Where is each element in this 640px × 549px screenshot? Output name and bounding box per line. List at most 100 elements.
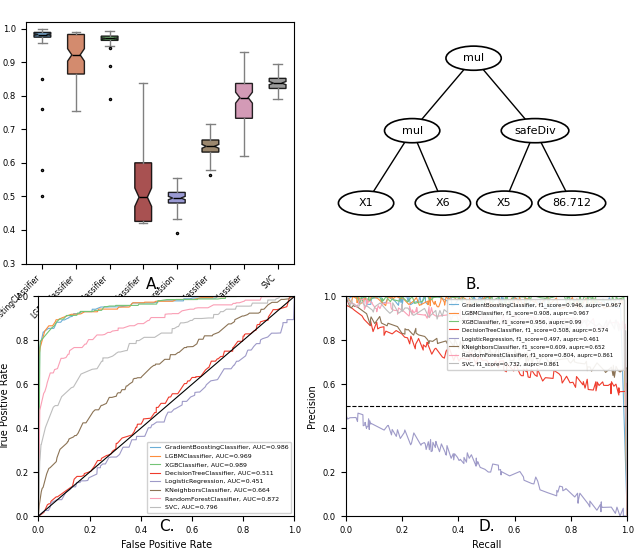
Line: LGBMClassifier, f1_score=0.908, auprc=0.967: LGBMClassifier, f1_score=0.908, auprc=0.…: [346, 296, 627, 516]
LGBMClassifier, AUC=0.969: [279, 293, 287, 300]
DecisionTreeClassifier, AUC=0.511: [291, 293, 298, 300]
Text: X1: X1: [359, 198, 373, 208]
GradientBoostingClassifier, f1_score=0.946, auprc=0.967: [510, 294, 518, 300]
DecisionTreeClassifier, f1_score=0.508, auprc=0.574: [616, 389, 623, 395]
GradientBoostingClassifier, f1_score=0.946, auprc=0.967: [599, 296, 607, 302]
LGBMClassifier, f1_score=0.908, auprc=0.967: [617, 300, 625, 307]
Line: LogisticRegression, AUC=0.451: LogisticRegression, AUC=0.451: [38, 296, 294, 516]
X-axis label: Classifier: Classifier: [138, 357, 182, 368]
RandomForestClassifier, f1_score=0.804, auprc=0.861: [616, 327, 624, 333]
XGBClassifier, AUC=0.989: [276, 293, 284, 300]
DecisionTreeClassifier, AUC=0.511: [211, 358, 219, 365]
RandomForestClassifier, AUC=0.872: [35, 513, 42, 519]
DecisionTreeClassifier, f1_score=0.508, auprc=0.574: [444, 356, 452, 362]
PathPatch shape: [202, 140, 219, 152]
DecisionTreeClassifier, f1_score=0.508, auprc=0.574: [623, 513, 631, 519]
Line: SVC, AUC=0.796: SVC, AUC=0.796: [38, 296, 294, 516]
KNeighborsClassifier, f1_score=0.609, auprc=0.652: [614, 367, 622, 374]
PathPatch shape: [236, 83, 252, 118]
LGBMClassifier, AUC=0.969: [168, 298, 176, 305]
RandomForestClassifier, AUC=0.872: [271, 293, 278, 300]
GradientBoostingClassifier, f1_score=0.946, auprc=0.967: [623, 513, 631, 519]
Line: KNeighborsClassifier, AUC=0.664: KNeighborsClassifier, AUC=0.664: [38, 296, 294, 516]
XGBClassifier, AUC=0.989: [109, 302, 116, 309]
PathPatch shape: [68, 35, 84, 74]
Text: B.: B.: [466, 277, 481, 292]
DecisionTreeClassifier, f1_score=0.508, auprc=0.574: [610, 383, 618, 389]
SVC, AUC=0.796: [132, 337, 140, 344]
LogisticRegression, AUC=0.451: [35, 513, 42, 519]
LogisticRegression, f1_score=0.497, auprc=0.461: [354, 410, 362, 417]
LGBMClassifier, f1_score=0.908, auprc=0.967: [342, 297, 349, 304]
PathPatch shape: [34, 32, 51, 37]
SVC, f1_score=0.732, auprc=0.861: [615, 321, 623, 327]
Ellipse shape: [501, 119, 569, 143]
Text: safeDiv: safeDiv: [514, 126, 556, 136]
XGBClassifier, AUC=0.989: [233, 293, 241, 300]
Text: X6: X6: [436, 198, 450, 208]
LogisticRegression, AUC=0.451: [291, 293, 298, 300]
RandomForestClassifier, AUC=0.872: [291, 293, 298, 300]
GradientBoostingClassifier, AUC=0.986: [291, 293, 298, 300]
KNeighborsClassifier, f1_score=0.609, auprc=0.652: [623, 513, 631, 519]
XGBClassifier, AUC=0.989: [291, 293, 298, 300]
KNeighborsClassifier, AUC=0.664: [95, 406, 102, 413]
DecisionTreeClassifier, f1_score=0.508, auprc=0.574: [419, 341, 427, 348]
Line: DecisionTreeClassifier, AUC=0.511: DecisionTreeClassifier, AUC=0.511: [38, 296, 294, 516]
DecisionTreeClassifier, AUC=0.511: [104, 452, 111, 458]
X-axis label: Recall: Recall: [472, 540, 501, 549]
Line: DecisionTreeClassifier, f1_score=0.508, auprc=0.574: DecisionTreeClassifier, f1_score=0.508, …: [346, 296, 627, 516]
LogisticRegression, f1_score=0.497, auprc=0.461: [408, 440, 415, 446]
Line: LogisticRegression, f1_score=0.497, auprc=0.461: LogisticRegression, f1_score=0.497, aupr…: [346, 413, 627, 516]
RandomForestClassifier, AUC=0.872: [168, 310, 176, 317]
GradientBoostingClassifier, f1_score=0.946, auprc=0.967: [428, 293, 436, 300]
SVC, AUC=0.796: [272, 295, 280, 302]
GradientBoostingClassifier, AUC=0.986: [193, 295, 200, 301]
GradientBoostingClassifier, AUC=0.986: [115, 304, 123, 310]
KNeighborsClassifier, AUC=0.664: [35, 513, 42, 519]
GradientBoostingClassifier, f1_score=0.946, auprc=0.967: [494, 304, 502, 311]
DecisionTreeClassifier, f1_score=0.508, auprc=0.574: [342, 293, 349, 300]
RandomForestClassifier, f1_score=0.804, auprc=0.861: [413, 304, 420, 311]
XGBClassifier, AUC=0.989: [35, 513, 42, 519]
DecisionTreeClassifier, AUC=0.511: [130, 429, 138, 435]
Line: SVC, f1_score=0.732, auprc=0.861: SVC, f1_score=0.732, auprc=0.861: [346, 296, 627, 516]
DecisionTreeClassifier, f1_score=0.508, auprc=0.574: [526, 374, 534, 381]
RandomForestClassifier, f1_score=0.804, auprc=0.861: [512, 318, 520, 325]
DecisionTreeClassifier, AUC=0.511: [35, 513, 42, 519]
GradientBoostingClassifier, AUC=0.986: [276, 293, 284, 300]
LogisticRegression, AUC=0.451: [119, 444, 127, 451]
XGBClassifier, f1_score=0.956, auprc=0.99: [608, 296, 616, 303]
RandomForestClassifier, AUC=0.872: [109, 328, 116, 334]
Line: GradientBoostingClassifier, f1_score=0.946, auprc=0.967: GradientBoostingClassifier, f1_score=0.9…: [346, 296, 627, 516]
Ellipse shape: [446, 46, 501, 70]
Legend: GradientBoostingClassifier, AUC=0.986, LGBMClassifier, AUC=0.969, XGBClassifier,: GradientBoostingClassifier, AUC=0.986, L…: [147, 442, 291, 513]
SVC, AUC=0.796: [276, 293, 284, 300]
LogisticRegression, f1_score=0.497, auprc=0.461: [598, 504, 606, 511]
Line: XGBClassifier, AUC=0.989: XGBClassifier, AUC=0.989: [38, 296, 294, 516]
LogisticRegression, AUC=0.451: [279, 322, 287, 328]
Ellipse shape: [477, 191, 532, 215]
GradientBoostingClassifier, f1_score=0.946, auprc=0.967: [616, 305, 623, 312]
SVC, AUC=0.796: [115, 349, 122, 355]
KNeighborsClassifier, f1_score=0.609, auprc=0.652: [515, 357, 523, 363]
GradientBoostingClassifier, f1_score=0.946, auprc=0.967: [342, 297, 349, 304]
GradientBoostingClassifier, f1_score=0.946, auprc=0.967: [406, 301, 414, 308]
XGBClassifier, f1_score=0.956, auprc=0.99: [504, 296, 511, 302]
SVC, AUC=0.796: [191, 315, 198, 322]
Ellipse shape: [339, 191, 394, 215]
LGBMClassifier, AUC=0.969: [35, 513, 42, 519]
DecisionTreeClassifier, AUC=0.511: [186, 378, 193, 384]
SVC, f1_score=0.732, auprc=0.861: [420, 305, 428, 312]
SVC, AUC=0.796: [35, 513, 42, 519]
KNeighborsClassifier, f1_score=0.609, auprc=0.652: [425, 338, 433, 345]
KNeighborsClassifier, f1_score=0.609, auprc=0.652: [451, 335, 458, 342]
RandomForestClassifier, f1_score=0.804, auprc=0.861: [360, 295, 367, 302]
Y-axis label: Precision: Precision: [307, 384, 317, 428]
LogisticRegression, AUC=0.451: [287, 316, 294, 323]
LogisticRegression, AUC=0.451: [207, 378, 215, 384]
SVC, f1_score=0.732, auprc=0.861: [538, 325, 545, 332]
Line: LGBMClassifier, AUC=0.969: LGBMClassifier, AUC=0.969: [38, 296, 294, 516]
Text: C.: C.: [159, 519, 174, 534]
LogisticRegression, f1_score=0.497, auprc=0.461: [616, 513, 624, 519]
